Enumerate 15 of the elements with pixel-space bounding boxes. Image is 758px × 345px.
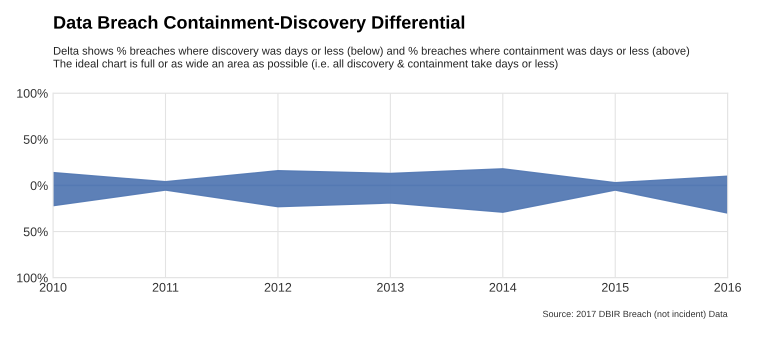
chart-title: Data Breach Containment-Discovery Differential — [54, 16, 464, 32]
x-tick-label: 2015 — [602, 282, 629, 292]
x-tick-label: 2016 — [714, 282, 742, 292]
x-tick-label: 2014 — [490, 282, 516, 292]
y-tick-label: 50% — [24, 135, 48, 144]
x-tick-label: 2011 — [152, 282, 178, 292]
source-note: Source: 2017 DBIR Breach (not incident) Data — [542, 310, 728, 319]
chart-subtitle: Delta shows % breaches where discovery was days or less (below) and % breaches where containment was days or less (above) The ideal chart is full or as wide an area as possible (i.e. all discovery & containment take days or less) — [53, 46, 690, 70]
x-tick-label: 2013 — [377, 282, 404, 292]
y-tick-label: 100% — [17, 274, 48, 282]
y-tick-label: 100% — [17, 88, 48, 98]
x-tick-label: 2012 — [264, 282, 292, 292]
y-tick-label: 0% — [30, 181, 48, 190]
y-tick-label: 50% — [24, 227, 48, 236]
x-tick-label: 2010 — [40, 282, 66, 292]
